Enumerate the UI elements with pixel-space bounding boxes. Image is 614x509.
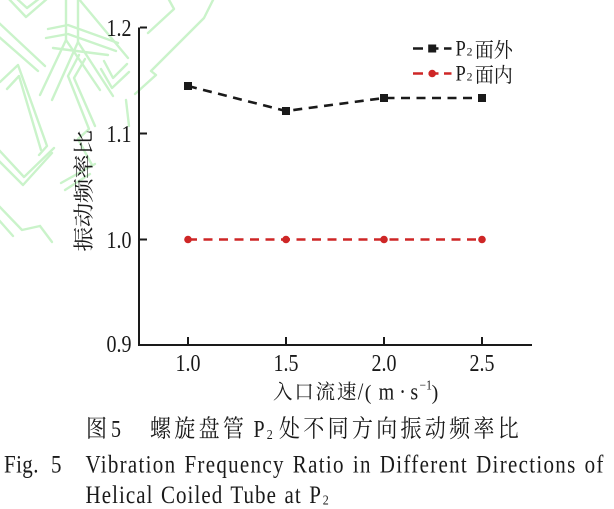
- svg-text:0.9: 0.9: [107, 330, 132, 357]
- svg-text:2: 2: [467, 45, 473, 58]
- svg-text:P: P: [254, 415, 265, 442]
- svg-text:·: ·: [399, 378, 406, 405]
- svg-text:2: 2: [467, 70, 473, 83]
- svg-text:(: (: [365, 382, 372, 405]
- svg-text:1.5: 1.5: [274, 349, 299, 376]
- svg-text:m: m: [379, 378, 395, 405]
- svg-text:5: 5: [111, 415, 121, 442]
- svg-text:1.1: 1.1: [107, 120, 132, 147]
- svg-text:−1: −1: [420, 378, 432, 393]
- svg-text:Helical Coiled Tube at P: Helical Coiled Tube at P: [86, 481, 322, 509]
- svg-text:): ): [432, 382, 439, 405]
- svg-text:1.2: 1.2: [107, 14, 132, 41]
- svg-text:P: P: [456, 37, 466, 61]
- svg-text:2.0: 2.0: [372, 349, 397, 376]
- svg-text:/: /: [358, 378, 364, 405]
- svg-text:2: 2: [267, 428, 273, 443]
- svg-text:1.0: 1.0: [176, 349, 201, 376]
- svg-text:2.5: 2.5: [470, 349, 495, 376]
- svg-text:P: P: [456, 62, 466, 86]
- svg-text:Vibration Frequency Ratio in D: Vibration Frequency Ratio in Different D…: [86, 451, 605, 479]
- svg-text:2: 2: [323, 493, 329, 508]
- svg-text:Fig. 5: Fig. 5: [4, 451, 62, 479]
- svg-text:s: s: [410, 378, 418, 405]
- svg-text:1.0: 1.0: [107, 226, 132, 253]
